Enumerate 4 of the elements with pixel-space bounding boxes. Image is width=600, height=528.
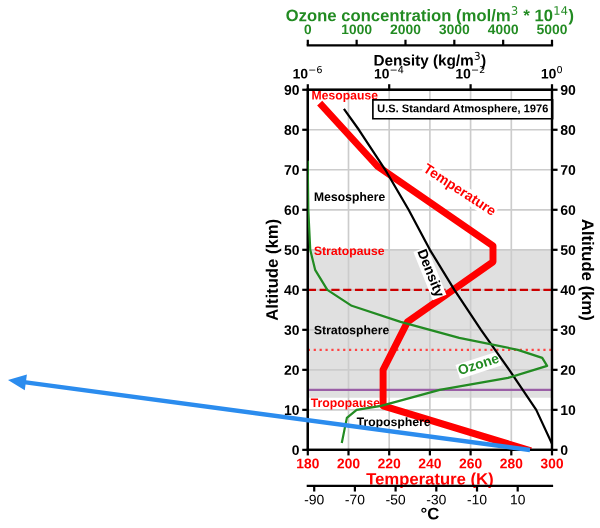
y2-axis-title: Altitude (km) xyxy=(578,219,595,320)
y-axis-title: Altitude (km) xyxy=(265,219,282,321)
x-axis-title: Ozone concentration (mol/m$^{3}$ * 10$^{14}$) xyxy=(286,6,574,25)
x2-axis-title: °C xyxy=(421,507,439,520)
